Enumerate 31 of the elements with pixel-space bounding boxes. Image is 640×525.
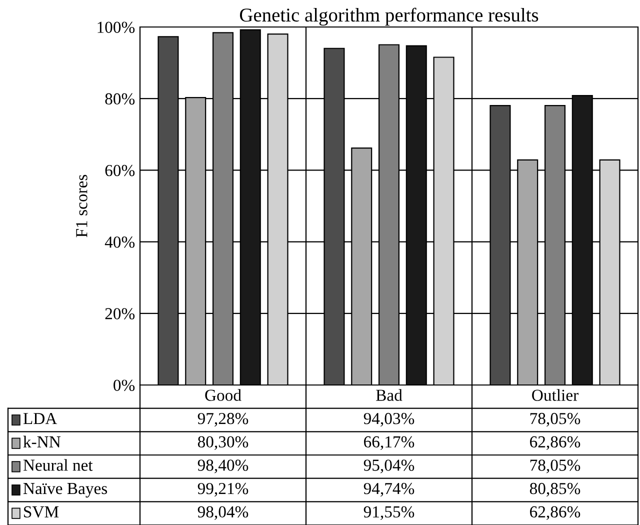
data-label: 62,86% — [530, 506, 580, 520]
x-tick-label: Bad — [376, 389, 402, 401]
data-label: 94,74% — [364, 482, 414, 497]
y-tick-label: 60% — [105, 164, 135, 176]
y-tick-label: 40% — [104, 236, 135, 248]
data-label: 78,05% — [530, 460, 580, 474]
data-label: 91,55% — [364, 506, 414, 520]
data-label: 98,40% — [198, 460, 248, 474]
chart-title: Genetic algorithm performance results — [240, 8, 538, 26]
x-tick-label: Good — [205, 389, 242, 401]
data-label: 95,04% — [364, 460, 414, 474]
data-label: 66,17% — [364, 436, 414, 450]
legend-label: k-NN — [23, 436, 61, 448]
legend-label: Neural net — [23, 459, 93, 471]
data-label: 94,03% — [364, 412, 414, 427]
data-label: 78,05% — [530, 412, 580, 427]
y-tick-label: 80% — [105, 93, 135, 105]
y-tick-label: 100% — [98, 22, 135, 33]
legend-label: Naïve Bayes — [23, 483, 108, 498]
data-label: 99,21% — [198, 482, 248, 497]
data-label: 98,04% — [198, 506, 248, 520]
data-label: 62,86% — [530, 436, 580, 450]
data-label: 80,85% — [530, 482, 580, 497]
legend-label: SVM — [24, 506, 59, 518]
legend-label: LDA — [23, 413, 58, 424]
y-tick-label: 20% — [105, 308, 135, 320]
y-axis-title: F1 scores — [76, 174, 88, 238]
x-tick-label: Outlier — [532, 389, 578, 401]
data-label: 80,30% — [198, 436, 248, 450]
data-label: 97,28% — [198, 412, 248, 427]
y-tick-label: 0% — [114, 380, 135, 391]
